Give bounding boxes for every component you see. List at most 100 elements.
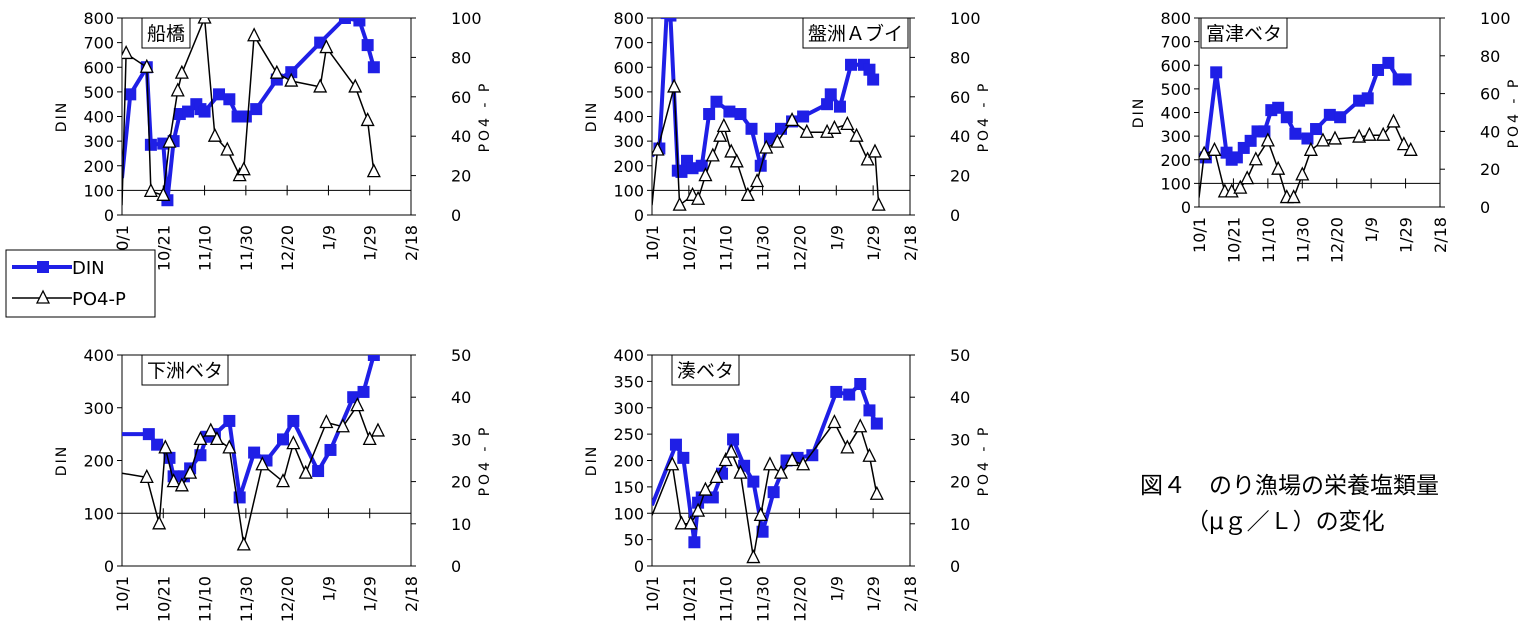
po4-marker [827,414,842,429]
x-tick-label: 2/18 [402,576,421,612]
din-marker [727,433,740,446]
po4-marker [869,485,884,500]
panel-title: 船橋 [147,23,185,45]
right-tick-label: 20 [1480,160,1500,179]
x-tick-label: 12/20 [790,225,809,271]
po4-marker [1303,141,1318,156]
panel-title: 盤洲Ａブイ [808,22,903,45]
panel-title-box [141,17,191,49]
po4-marker [269,64,284,79]
left-tick-label: 800 [1160,9,1191,28]
x-tick-label: 1/9 [827,576,846,602]
din-marker [703,108,716,121]
din-marker [285,66,298,79]
left-tick-label: 0 [634,557,644,576]
din-marker [144,138,157,151]
plot-frame [1198,17,1441,208]
caption-line2: （μｇ／Ｌ）の変化 [1186,509,1385,535]
po4-marker [665,456,680,471]
po4-marker [197,18,212,24]
right-tick-label: 0 [451,206,461,225]
din-marker [723,105,736,118]
din-marker [1361,92,1374,105]
po4-marker [275,473,291,488]
x-tick-label: 11/10 [196,576,215,622]
panel-title-box [1200,17,1288,49]
po4-marker [183,464,198,479]
left-tick-label: 700 [613,34,644,53]
right-tick-label: 50 [451,346,471,365]
din-marker [664,18,677,22]
din-marker [312,465,325,478]
left-tick-label: 300 [83,132,114,151]
x-tick-label: 11/10 [1259,217,1278,263]
right-axis-title: PO4 - P [477,81,493,153]
po4-marker [209,430,225,446]
din-marker [745,122,758,135]
right-tick-label: 100 [451,9,482,28]
po4-marker [785,111,800,127]
left-axis-title: DIN [584,445,600,476]
po4-marker [236,536,251,551]
din-marker [277,433,290,446]
po4-marker [370,422,386,437]
x-tick-label: 10/1 [1190,217,1209,253]
legend-po4-label: PO4-P [72,289,126,310]
x-tick-label: 10/21 [1224,217,1243,263]
left-tick-label: 500 [1160,80,1191,99]
right-tick-label: 20 [950,473,970,492]
po4-marker [362,430,377,446]
left-tick-label: 600 [1160,56,1191,75]
left-axis-title: DIN [54,445,70,476]
din-marker [669,438,682,451]
po4-marker [1233,179,1248,194]
x-tick-label: 10/1 [113,576,132,612]
left-tick-label: 0 [1181,198,1191,217]
right-tick-label: 0 [451,557,461,576]
po4-marker [255,456,270,471]
left-tick-label: 300 [83,399,114,418]
din-marker [250,103,263,116]
din-marker [821,98,834,111]
po4-marker [667,78,682,93]
right-tick-label: 60 [451,88,471,107]
din-marker [775,122,787,135]
po4-marker [724,143,739,158]
left-tick-label: 300 [1160,127,1191,146]
din-marker [239,110,252,123]
po4-marker [749,173,765,188]
left-tick-label: 400 [83,346,114,365]
po4-marker [220,141,235,156]
left-tick-label: 100 [1160,174,1191,193]
din-marker [1310,123,1323,136]
x-tick-label: 1/29 [864,225,883,261]
left-tick-label: 100 [83,181,114,200]
series-group [122,355,386,551]
po4-marker [1199,145,1212,160]
right-tick-label: 30 [950,430,970,449]
figure-caption: 図４ のり漁場の栄養塩類量 （μｇ／Ｌ）の変化 [1140,468,1439,540]
po4-marker [773,464,789,479]
din-marker [223,93,236,106]
po4-marker [853,418,868,433]
po4-marker [709,468,724,484]
din-marker [734,108,747,121]
right-tick-label: 50 [950,346,970,365]
right-axis-title: PO4 - P [477,425,493,497]
po4-marker [713,127,728,142]
po4-marker [652,141,665,156]
left-tick-label: 50 [624,531,644,550]
left-tick-label: 700 [1160,33,1191,52]
right-axis-title: PO4 - P [1506,77,1522,149]
left-tick-label: 200 [1160,151,1191,170]
din-marker [843,388,856,401]
po4-marker [319,414,334,429]
din-marker [833,100,846,113]
po4-marker [716,117,731,133]
po4-marker [705,147,720,162]
plot-frame [651,17,911,216]
series-group [1199,56,1418,204]
right-tick-label: 40 [950,388,970,407]
series-group [652,378,884,564]
left-tick-label: 200 [613,157,644,176]
